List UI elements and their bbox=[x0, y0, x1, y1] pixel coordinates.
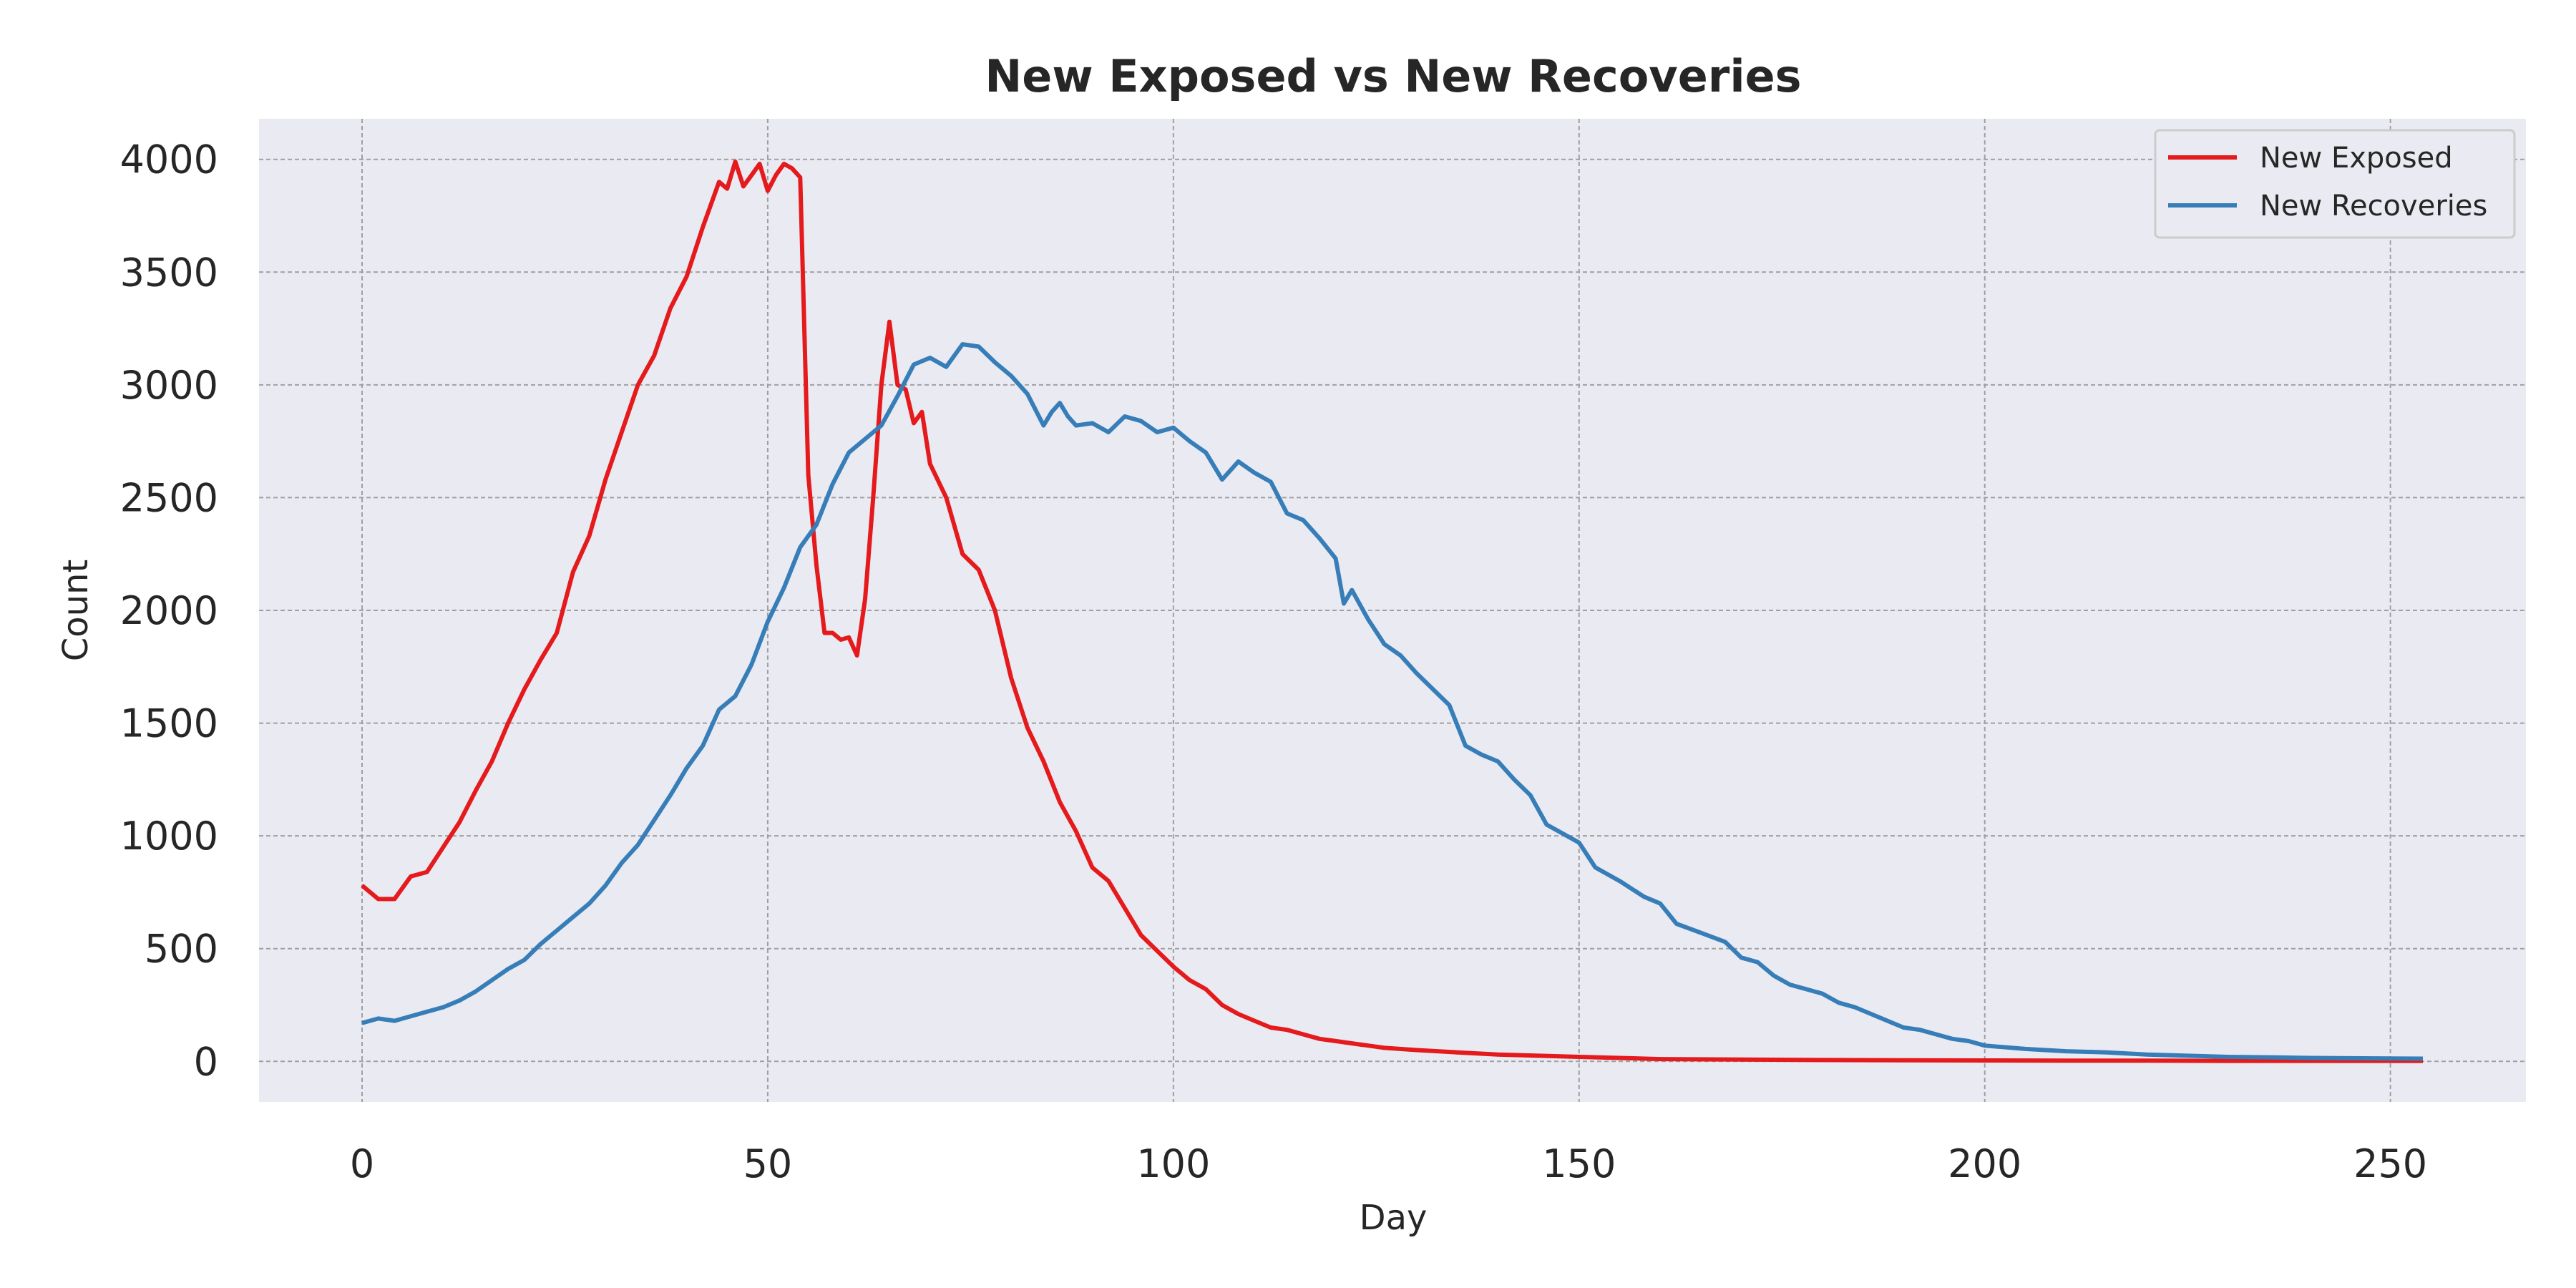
y-tick-label: 500 bbox=[145, 927, 218, 972]
series-line-new-exposed bbox=[361, 159, 2423, 1063]
y-tick-label: 3000 bbox=[120, 363, 218, 408]
x-tick-label: 100 bbox=[1136, 1141, 1210, 1186]
y-tick-label: 1500 bbox=[120, 701, 218, 746]
y-tick-label: 4000 bbox=[120, 137, 218, 182]
x-tick-label: 0 bbox=[350, 1141, 374, 1186]
legend-label-new-recoveries: New Recoveries bbox=[2260, 190, 2487, 223]
chart-title: New Exposed vs New Recoveries bbox=[985, 50, 1801, 102]
legend-label-new-exposed: New Exposed bbox=[2260, 142, 2453, 175]
x-tick-label: 200 bbox=[1948, 1141, 2021, 1186]
y-tick-label: 3500 bbox=[120, 250, 218, 295]
x-tick-label: 150 bbox=[1542, 1141, 1616, 1186]
y-tick-label: 1000 bbox=[120, 814, 218, 859]
series-line-new-recoveries bbox=[361, 342, 2424, 1061]
y-tick-label: 0 bbox=[194, 1039, 218, 1084]
legend-box bbox=[2154, 129, 2516, 239]
series-group bbox=[361, 159, 2424, 1063]
x-tick-label: 50 bbox=[743, 1141, 793, 1186]
y-axis-label: Count bbox=[56, 560, 96, 662]
legend: New Exposed New Recoveries bbox=[2154, 129, 2516, 239]
x-tick-labels: 0 50 100 150 200 250 bbox=[350, 1141, 2427, 1186]
x-axis-label: Day bbox=[1360, 1198, 1428, 1238]
x-tick-label: 250 bbox=[2353, 1141, 2427, 1186]
y-tick-labels: 0 500 1000 1500 2000 2500 3000 3500 4000 bbox=[120, 137, 218, 1085]
y-tick-label: 2000 bbox=[120, 588, 218, 633]
y-tick-label: 2500 bbox=[120, 475, 218, 520]
